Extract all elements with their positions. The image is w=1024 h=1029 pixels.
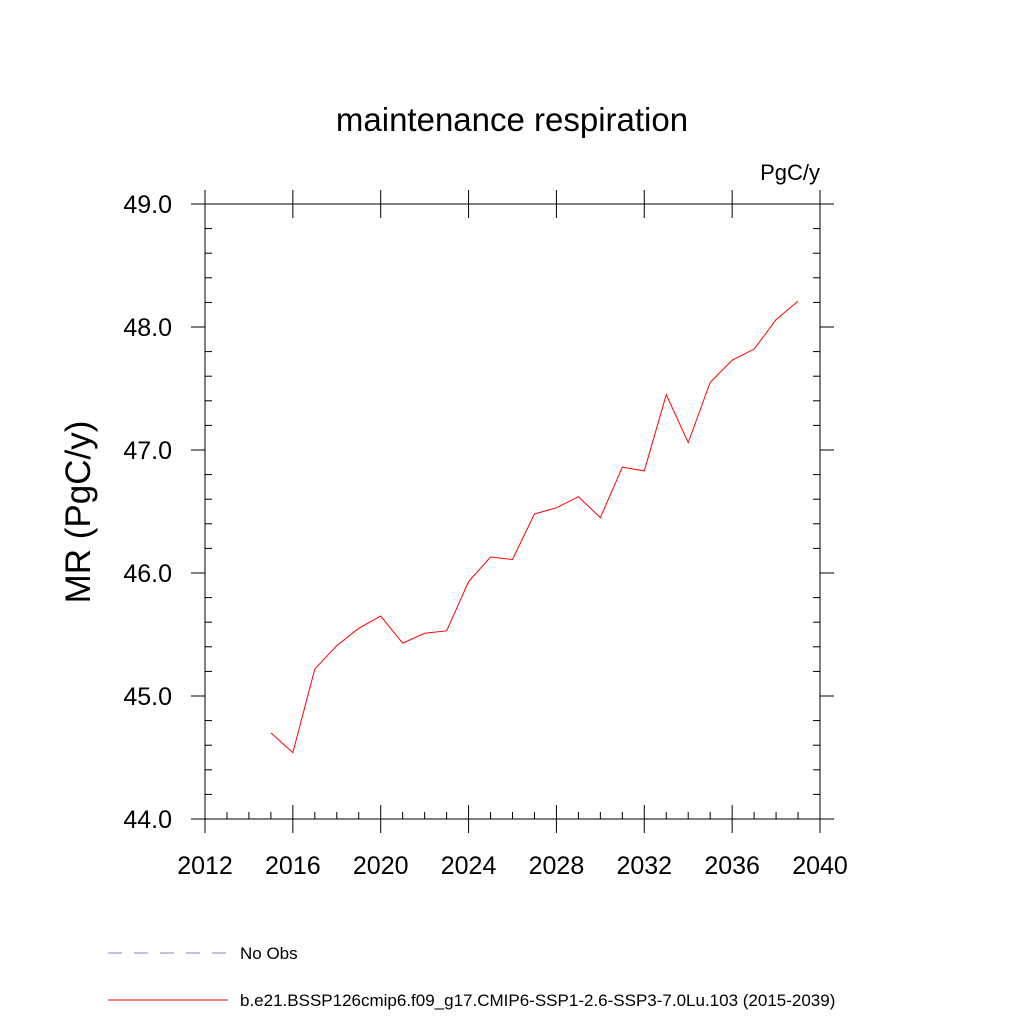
y-tick-label: 45.0 <box>123 683 172 711</box>
legend-entry-label: b.e21.BSSP126cmip6.f09_g17.CMIP6-SSP1-2.… <box>240 991 835 1010</box>
series-line <box>270 300 799 754</box>
chart-title: maintenance respiration <box>336 101 688 138</box>
y-tick-label: 47.0 <box>123 437 172 465</box>
y-axis-label: MR (PgC/y) <box>59 421 98 604</box>
y-tick-label: 46.0 <box>123 560 172 588</box>
legend-entry-label: No Obs <box>240 944 298 963</box>
x-tick-label: 2032 <box>616 852 672 880</box>
x-tick-label: 2040 <box>792 852 848 880</box>
x-tick-label: 2024 <box>441 852 497 880</box>
y-tick-label: 49.0 <box>123 191 172 219</box>
x-tick-label: 2016 <box>265 852 321 880</box>
units-label: PgC/y <box>760 160 820 185</box>
x-tick-label: 2012 <box>177 852 233 880</box>
x-tick-label: 2020 <box>353 852 409 880</box>
x-tick-label: 2036 <box>704 852 760 880</box>
series-layer <box>270 300 799 754</box>
plot-frame <box>204 203 821 820</box>
x-axis: 2012 2016 2020 2024 2028 2032 2036 2040 <box>177 190 848 880</box>
y-tick-label: 44.0 <box>123 806 172 834</box>
x-tick-label: 2028 <box>529 852 585 880</box>
y-tick-label: 48.0 <box>123 314 172 342</box>
y-axis: 44.0 45.0 46.0 47.0 48.0 49.0 <box>123 191 834 834</box>
legend: No Obs b.e21.BSSP126cmip6.f09_g17.CMIP6-S… <box>108 944 835 1010</box>
